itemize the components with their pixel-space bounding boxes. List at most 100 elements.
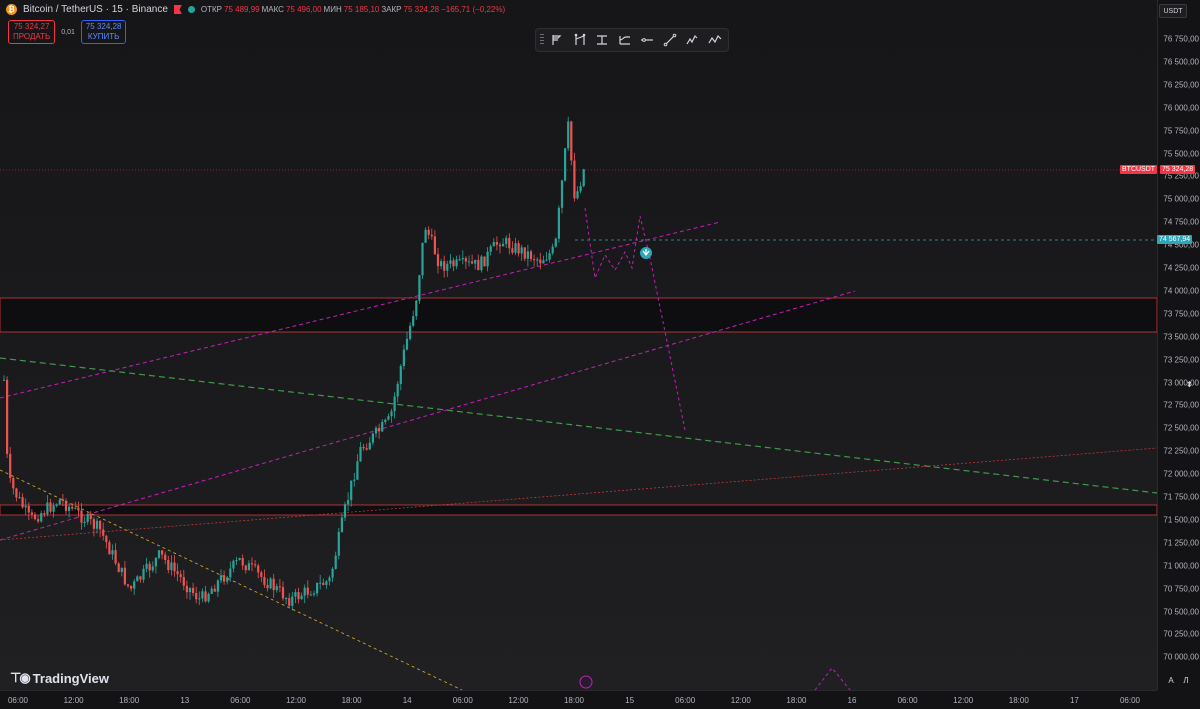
trend-line-icon[interactable] — [660, 31, 679, 49]
sell-button[interactable]: 75 324,27 ПРОДАТЬ — [8, 20, 56, 44]
candle-body — [378, 427, 381, 432]
elliott-wave-icon[interactable] — [683, 31, 702, 49]
sell-price: 75 324,27 — [13, 22, 50, 31]
tradingview-logo[interactable]: ⊤◉ TradingView — [10, 670, 109, 686]
trendline-green — [0, 357, 1157, 494]
candle-body — [322, 582, 325, 585]
chart-area[interactable] — [0, 0, 1157, 690]
currency-select[interactable]: USDT — [1159, 4, 1187, 18]
chart-canvas[interactable] — [0, 0, 1157, 690]
candle-body — [489, 246, 492, 252]
candle-body — [269, 578, 272, 589]
candle-body — [58, 499, 61, 505]
candle-body — [567, 121, 570, 149]
horizontal-line-icon[interactable] — [638, 31, 657, 49]
candle-body — [161, 550, 164, 555]
candle-body — [201, 591, 204, 599]
price-tick-label: 74 000,00 — [1163, 286, 1199, 296]
price-tick-label: 75 750,00 — [1163, 126, 1199, 136]
candle-body — [9, 453, 12, 479]
time-tick-label: 12:00 — [508, 696, 529, 705]
candle-body — [52, 505, 55, 512]
auto-scale-button[interactable]: A — [1168, 676, 1174, 685]
candle-body — [436, 254, 440, 267]
candle-body — [467, 261, 471, 263]
fib-tool-icon[interactable] — [548, 31, 567, 49]
price-tick-label: 74 250,00 — [1163, 263, 1199, 273]
candle-body — [381, 422, 384, 432]
drag-handle-icon[interactable] — [540, 34, 544, 46]
last-price-badge: 75 324,28 — [1160, 165, 1196, 174]
price-tick-label: 75 250,00 — [1163, 171, 1199, 181]
candle-body — [390, 411, 393, 417]
candle-body — [195, 593, 198, 600]
pitchfork-icon[interactable] — [570, 31, 589, 49]
resistance-zone — [0, 297, 1157, 333]
price-tick-label: 76 000,00 — [1163, 103, 1199, 113]
candle-body — [105, 535, 108, 543]
candle-body — [272, 578, 275, 591]
price-scale[interactable]: 76 750,00 76 500,00 76 250,00 76 000,00 75 7… — [1157, 0, 1200, 690]
candle-body — [99, 520, 102, 530]
candle-body — [247, 563, 250, 571]
close-value: 75 324,28 — [403, 5, 440, 14]
candle-body — [92, 519, 95, 529]
candle-body — [130, 585, 133, 589]
candle-body — [285, 598, 288, 600]
candle-body — [266, 584, 269, 589]
candle-body — [570, 121, 573, 161]
candle-body — [15, 488, 18, 498]
candle-body — [328, 577, 331, 582]
candle-body — [539, 259, 542, 264]
candle-body — [582, 169, 585, 187]
log-scale-button[interactable]: Л — [1183, 676, 1189, 685]
time-tick-label: 12:00 — [730, 696, 751, 705]
candle-body — [579, 186, 582, 192]
candle-body — [102, 529, 105, 536]
candle-body — [111, 550, 114, 555]
candle-body — [142, 568, 145, 580]
candle-body — [542, 260, 545, 264]
horizontal-ray-icon[interactable] — [615, 31, 634, 49]
zigzag-icon[interactable] — [705, 31, 724, 49]
candle-body — [316, 582, 319, 594]
high-value: 75 496,00 — [285, 5, 322, 14]
price-tick-label: 74 500,00 — [1163, 240, 1199, 250]
price-tick-label: 70 000,00 — [1163, 652, 1199, 662]
symbol-title[interactable]: Bitcoin / TetherUS · 15 · Binance — [23, 4, 168, 15]
flag-icon[interactable] — [173, 5, 182, 14]
candle-body — [474, 259, 477, 264]
trendline-orange — [0, 469, 463, 690]
candle-body — [18, 497, 21, 499]
candle-body — [548, 253, 551, 260]
time-scale[interactable]: 06:00 12:00 18:00 13 06:00 12:00 18:00 14 06:00 1… — [0, 690, 1157, 709]
candle-body — [257, 565, 260, 573]
time-tick-label: 06:00 — [897, 696, 918, 705]
buy-label: КУПИТЬ — [87, 32, 120, 41]
time-tick-label: 15 — [625, 696, 635, 705]
candle-body — [167, 560, 170, 571]
time-tick-label: 18:00 — [786, 696, 807, 705]
candle-body — [192, 587, 195, 594]
price-tick-label: 75 000,00 — [1163, 194, 1199, 204]
candle-body — [461, 258, 464, 260]
price-tick-label: 73 250,00 — [1163, 355, 1199, 365]
candle-body — [560, 180, 564, 208]
candle-body — [415, 300, 418, 317]
candle-body — [362, 446, 365, 449]
price-tick-label: 76 750,00 — [1163, 34, 1199, 44]
candle-body — [254, 564, 257, 566]
candle-body — [464, 258, 467, 262]
candle-body — [117, 563, 120, 573]
candle-body — [198, 598, 201, 600]
price-tick-label: 75 500,00 — [1163, 149, 1199, 158]
logo-text: TradingView — [32, 670, 110, 686]
candle-body — [483, 256, 486, 267]
candle-body — [226, 577, 229, 582]
buy-button[interactable]: 75 324,28 КУПИТЬ — [80, 20, 127, 44]
price-tick-label: 72 250,00 — [1163, 446, 1199, 456]
fib-channel-icon[interactable] — [593, 31, 612, 49]
candle-body — [6, 379, 9, 454]
candle-body — [89, 514, 92, 520]
candle-body — [275, 586, 278, 591]
